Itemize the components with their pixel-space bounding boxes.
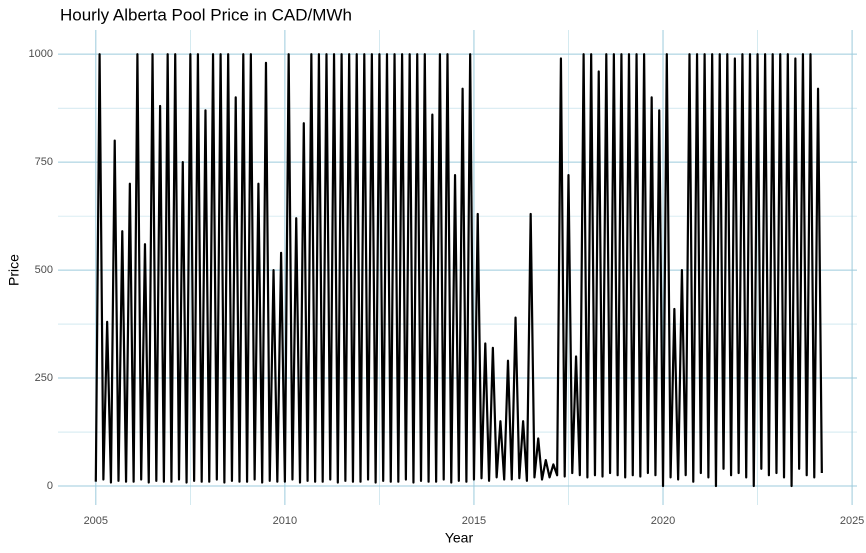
x-tick-label: 2005 xyxy=(84,515,108,527)
x-tick-label: 2015 xyxy=(462,515,486,527)
y-tick-label: 0 xyxy=(47,480,53,492)
x-tick-label: 2025 xyxy=(840,515,864,527)
x-tick-label: 2010 xyxy=(273,515,297,527)
y-tick-label: 750 xyxy=(35,156,53,168)
y-tick-label: 250 xyxy=(35,372,53,384)
y-tick-label: 500 xyxy=(35,264,53,276)
y-axis-label: Price xyxy=(6,254,22,286)
price-line xyxy=(94,53,823,488)
y-tick-label: 1000 xyxy=(29,48,53,60)
chart-title: Hourly Alberta Pool Price in CAD/MWh xyxy=(60,5,352,24)
x-tick-label: 2020 xyxy=(651,515,675,527)
x-axis-label: Year xyxy=(445,530,474,546)
